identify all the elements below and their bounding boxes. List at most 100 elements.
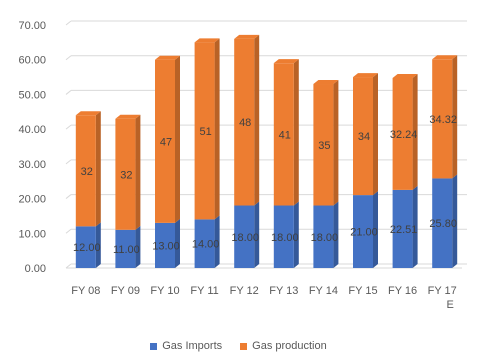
bar-side-0-5 xyxy=(293,201,299,268)
x-tick-label: FY 08 xyxy=(71,285,100,297)
data-label: 11.00 xyxy=(113,244,140,256)
x-tick-label-line: FY 08 xyxy=(71,285,100,297)
bar-side-0-3 xyxy=(214,215,220,268)
bar-top-4 xyxy=(234,34,260,39)
x-tick-label-line: FY 12 xyxy=(230,285,259,297)
data-label: 18.00 xyxy=(311,232,339,244)
bar-side-0-1 xyxy=(135,225,141,268)
y-tick-label: 20.00 xyxy=(18,194,46,206)
bar-side-1-1 xyxy=(135,114,141,230)
x-tick-label: FY 17 E xyxy=(428,285,457,311)
data-label: 12.00 xyxy=(73,242,101,254)
data-label: 25.80 xyxy=(429,218,457,230)
bar-side-0-7 xyxy=(373,191,378,268)
bar-side-0-9 xyxy=(452,174,458,268)
bar-top-0 xyxy=(75,111,101,116)
data-label: 32 xyxy=(120,169,132,181)
bar-top-3 xyxy=(194,38,220,43)
data-label: 47 xyxy=(160,136,172,148)
data-label: 34.32 xyxy=(429,114,457,126)
data-label: 14.00 xyxy=(192,239,220,251)
bar-side-1-5 xyxy=(293,59,299,206)
bar-top-7 xyxy=(353,73,378,78)
y-tick-label: 30.00 xyxy=(18,159,46,171)
legend-item-gas-imports: Gas Imports xyxy=(150,340,222,352)
bar-gas-imports-9 xyxy=(432,178,453,268)
bar-gas-imports-1 xyxy=(115,229,136,268)
data-label: 51 xyxy=(199,126,211,138)
legend-label-gas-production: Gas production xyxy=(252,340,327,352)
data-label: 18.00 xyxy=(271,232,299,244)
bar-side-0-0 xyxy=(95,222,101,268)
bar-gas-production-5 xyxy=(273,63,294,206)
x-tick-label: FY 10 xyxy=(150,285,179,297)
x-tick-label-line: FY 14 xyxy=(309,285,338,297)
bar-gas-production-6 xyxy=(313,84,334,206)
legend: Gas Imports Gas production xyxy=(0,340,477,352)
bar-gas-production-8 xyxy=(392,77,413,190)
bar-top-5 xyxy=(273,59,299,64)
x-tick-label: FY 14 xyxy=(309,285,338,297)
data-label: 48 xyxy=(239,117,251,129)
x-tick-label-line: FY 17 xyxy=(428,285,457,297)
bar-gas-imports-3 xyxy=(194,219,215,268)
bar-side-0-4 xyxy=(254,201,260,268)
y-tick-label: 0.00 xyxy=(25,263,46,275)
x-tick-label-line: FY 15 xyxy=(348,285,377,297)
bar-side-1-6 xyxy=(333,80,339,206)
bar-gas-production-3 xyxy=(194,42,215,220)
y-tick-label: 50.00 xyxy=(18,89,46,101)
bar-top-1 xyxy=(115,114,141,119)
gridline-depth-5 xyxy=(65,90,72,95)
gridline-depth-2 xyxy=(65,194,72,199)
x-tick-label: FY 09 xyxy=(111,285,140,297)
bar-gas-production-7 xyxy=(353,77,373,196)
gridline-depth-4 xyxy=(65,124,72,130)
legend-swatch-gas-imports xyxy=(150,342,158,350)
bar-top-6 xyxy=(313,80,339,85)
x-tick-label-line: E xyxy=(447,299,454,311)
legend-item-gas-production: Gas production xyxy=(240,340,327,352)
bar-side-1-8 xyxy=(412,73,418,190)
chart-canvas: 0.00 10.00 20.00 30.00 40.00 50.00 60.00 70.00 1… xyxy=(18,20,467,311)
x-tick-label-line: FY 11 xyxy=(190,285,218,297)
bar-gas-production-4 xyxy=(234,38,255,206)
bar-gas-production-0 xyxy=(75,115,96,227)
bar-side-0-8 xyxy=(412,185,418,268)
y-tick-label: 70.00 xyxy=(18,20,46,32)
bar-side-1-2 xyxy=(175,55,180,223)
bar-gas-imports-6 xyxy=(313,205,334,268)
gridline-depth-3 xyxy=(65,159,72,165)
x-tick-label: FY 13 xyxy=(269,285,298,297)
bar-side-0-6 xyxy=(333,201,339,268)
bar-side-1-4 xyxy=(254,34,260,206)
x-tick-label: FY 16 xyxy=(388,285,417,297)
data-label: 22.51 xyxy=(390,224,418,236)
bar-gas-imports-2 xyxy=(155,222,175,268)
bar-gas-imports-5 xyxy=(273,205,294,268)
x-tick-label-line: FY 09 xyxy=(111,285,140,297)
legend-swatch-gas-production xyxy=(240,342,248,350)
y-tick-label: 40.00 xyxy=(18,124,46,136)
data-label: 32.24 xyxy=(390,129,418,141)
bar-side-0-2 xyxy=(175,218,180,268)
x-tick-label: FY 15 xyxy=(348,285,377,297)
bar-top-9 xyxy=(432,55,458,60)
bar-gas-imports-7 xyxy=(353,195,373,268)
bar-top-2 xyxy=(155,55,180,60)
gridline-depth-6 xyxy=(65,55,72,61)
data-label: 41 xyxy=(279,129,291,141)
data-label: 34 xyxy=(358,131,370,143)
x-tick-label-line: FY 10 xyxy=(150,285,179,297)
gridline-depth-0 xyxy=(65,263,72,269)
bar-gas-production-9 xyxy=(432,59,453,179)
bar-side-1-3 xyxy=(214,38,220,220)
y-tick-label: 60.00 xyxy=(18,55,46,67)
data-label: 18.00 xyxy=(231,232,259,244)
x-tick-label-line: FY 16 xyxy=(388,285,417,297)
data-label: 13.00 xyxy=(152,240,180,252)
bar-gas-imports-0 xyxy=(75,226,96,268)
gridline-depth-7 xyxy=(65,20,72,26)
bar-side-1-9 xyxy=(452,55,458,179)
